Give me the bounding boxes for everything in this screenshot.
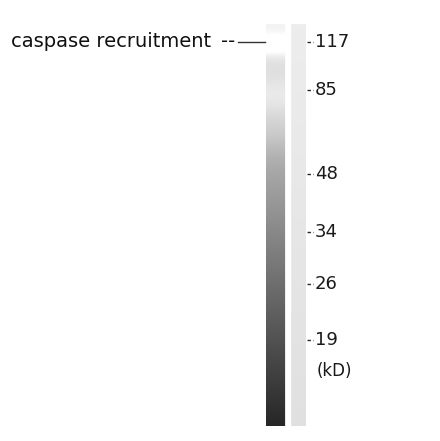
Text: 48: 48 [315, 165, 337, 183]
Text: 85: 85 [315, 82, 337, 99]
Text: --: -- [221, 32, 235, 52]
Text: caspase recruitment: caspase recruitment [11, 32, 211, 52]
Text: 117: 117 [315, 33, 349, 51]
Text: 19: 19 [315, 331, 337, 348]
Text: 26: 26 [315, 276, 337, 293]
Text: (kD): (kD) [317, 363, 352, 380]
Text: 34: 34 [315, 223, 337, 240]
